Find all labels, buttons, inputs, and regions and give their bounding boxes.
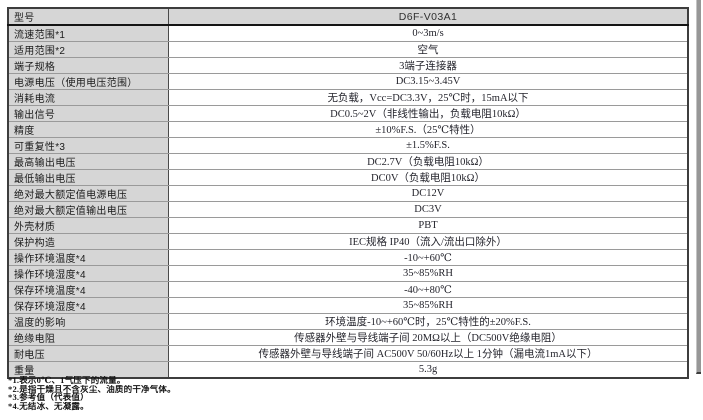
table-row: 精度 ±10%F.S.（25℃特性）: [8, 121, 688, 138]
row-label: 保存环境温度*4: [8, 281, 169, 298]
footnotes: *1.表示0℃、1气压下的流量。 *2.是指干燥且不含灰尘、油质的干净气体。 *3.…: [8, 376, 428, 411]
page-edge-strip: [696, 0, 701, 374]
row-value: -10~+60℃: [168, 249, 688, 266]
table-row: 电源电压（使用电压范围） DC3.15~3.45V: [8, 73, 688, 90]
table-row: 外壳材质 PBT: [8, 217, 688, 234]
table-row: 输出信号 DC0.5~2V（非线性输出，负载电阻10kΩ）: [8, 105, 688, 122]
table-row: 绝缘电阻 传感器外壁与导线端子间 20MΩ以上（DC500V绝缘电阻）: [8, 329, 688, 346]
table-row: 流速范围*1 0~3m/s: [8, 24, 688, 42]
table-row: 绝对最大额定值电源电压 DC12V: [8, 185, 688, 202]
spec-rows: 流速范围*1 0~3m/s 适用范围*2 空气 端子规格 3端子连接器 电源电压…: [8, 24, 688, 379]
row-value: 35~85%RH: [168, 265, 688, 282]
row-label: 输出信号: [8, 105, 169, 122]
row-value: 5.3g: [168, 361, 688, 379]
table-row: 可重复性*3 ±1.5%F.S.: [8, 137, 688, 154]
row-label: 保存环境湿度*4: [8, 297, 169, 314]
table-row: 保存环境温度*4 -40~+80℃: [8, 281, 688, 298]
row-label: 外壳材质: [8, 217, 169, 234]
spec-table-body: 型号 D6F-V03A1: [8, 7, 688, 26]
row-value: 无负载，Vcc=DC3.3V，25℃时，15mA以下: [168, 89, 688, 106]
model-value: D6F-V03A1: [168, 7, 688, 26]
row-label: 绝对最大额定值输出电压: [8, 201, 169, 218]
row-label: 绝对最大额定值电源电压: [8, 185, 169, 202]
row-label: 流速范围*1: [8, 24, 169, 42]
row-label: 电源电压（使用电压范围）: [8, 73, 169, 90]
row-label: 最高输出电压: [8, 153, 169, 170]
footnote: *3.参考值（代表值）: [8, 393, 89, 403]
footnote: *1.表示0℃、1气压下的流量。: [8, 376, 126, 385]
row-label: 耐电压: [8, 345, 169, 362]
row-value: 空气: [168, 41, 688, 58]
table-row: 保护构造 IEC规格 IP40（流入/流出口除外）: [8, 233, 688, 250]
row-label: 保护构造: [8, 233, 169, 250]
table-row: 重量 5.3g: [8, 361, 688, 379]
footnote: *4.无结冰、无凝露。: [8, 402, 89, 411]
table-row: 操作环境温度*4 -10~+60℃: [8, 249, 688, 266]
row-value: DC12V: [168, 185, 688, 202]
table-row: 绝对最大额定值输出电压 DC3V: [8, 201, 688, 218]
table-row: 温度的影响 环境温度-10~+60℃时，25℃特性的±20%F.S.: [8, 313, 688, 330]
row-value: DC2.7V（负载电阻10kΩ）: [168, 153, 688, 170]
row-label: 端子规格: [8, 57, 169, 74]
row-label: 操作环境湿度*4: [8, 265, 169, 282]
row-value: 35~85%RH: [168, 297, 688, 314]
table-row: 保存环境湿度*4 35~85%RH: [8, 297, 688, 314]
row-label: 消耗电流: [8, 89, 169, 106]
row-label: 适用范围*2: [8, 41, 169, 58]
table-row: 最低输出电压 DC0V（负载电阻10kΩ）: [8, 169, 688, 186]
row-label: 最低输出电压: [8, 169, 169, 186]
row-value: ±10%F.S.（25℃特性）: [168, 121, 688, 138]
row-value: 传感器外壁与导线端子间 AC500V 50/60Hz以上 1分钟（漏电流1mA以…: [168, 345, 688, 362]
table-row: 端子规格 3端子连接器: [8, 57, 688, 74]
row-value: DC3.15~3.45V: [168, 73, 688, 90]
table-row: 操作环境湿度*4 35~85%RH: [8, 265, 688, 282]
row-label: 可重复性*3: [8, 137, 169, 154]
table-row: 耐电压 传感器外壁与导线端子间 AC500V 50/60Hz以上 1分钟（漏电流…: [8, 345, 688, 362]
row-value: IEC规格 IP40（流入/流出口除外）: [168, 233, 688, 250]
model-label: 型号: [8, 7, 169, 26]
row-label: 重量: [8, 361, 169, 379]
table-row: 适用范围*2 空气: [8, 41, 688, 58]
row-value: 传感器外壁与导线端子间 20MΩ以上（DC500V绝缘电阻）: [168, 329, 688, 346]
table-header-row: 型号 D6F-V03A1: [8, 7, 688, 26]
row-value: -40~+80℃: [168, 281, 688, 298]
footnote: *2.是指干燥且不含灰尘、油质的干净气体。: [8, 384, 176, 394]
row-label: 操作环境温度*4: [8, 249, 169, 266]
spec-table: 型号 D6F-V03A1 流速范围*1 0~3m/s 适用范围*2 空气 端子规…: [7, 7, 689, 379]
row-value: 0~3m/s: [168, 24, 688, 42]
row-value: PBT: [168, 217, 688, 234]
row-value: 环境温度-10~+60℃时，25℃特性的±20%F.S.: [168, 313, 688, 330]
row-label: 精度: [8, 121, 169, 138]
row-value: DC0V（负载电阻10kΩ）: [168, 169, 688, 186]
row-value: 3端子连接器: [168, 57, 688, 74]
table-row: 消耗电流 无负载，Vcc=DC3.3V，25℃时，15mA以下: [8, 89, 688, 106]
row-value: ±1.5%F.S.: [168, 137, 688, 154]
row-label: 温度的影响: [8, 313, 169, 330]
row-value: DC3V: [168, 201, 688, 218]
table-row: 最高输出电压 DC2.7V（负载电阻10kΩ）: [8, 153, 688, 170]
row-label: 绝缘电阻: [8, 329, 169, 346]
row-value: DC0.5~2V（非线性输出，负载电阻10kΩ）: [168, 105, 688, 122]
